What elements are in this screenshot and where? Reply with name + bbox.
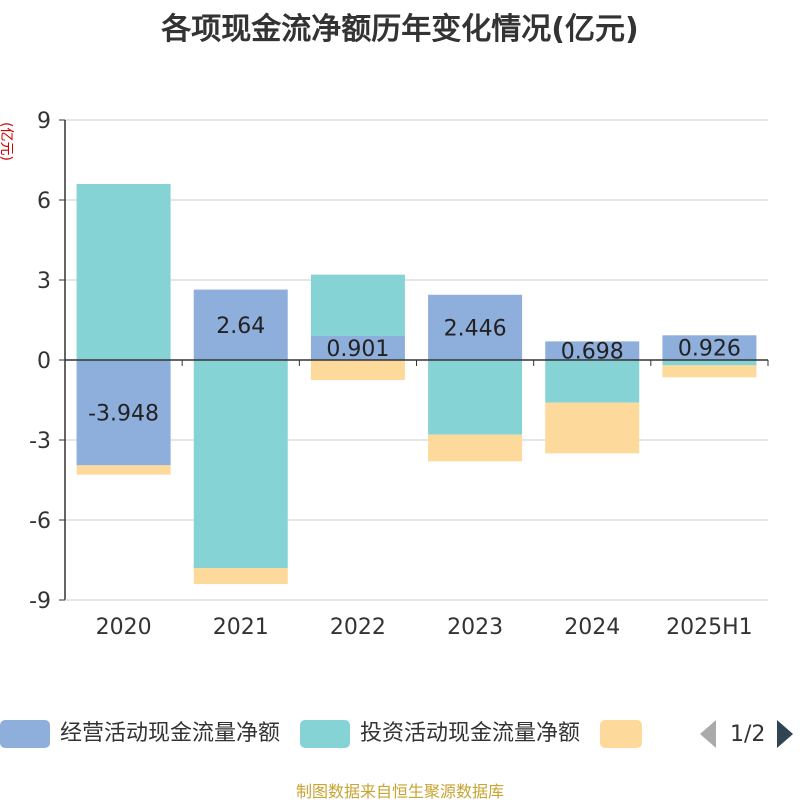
legend-next-icon[interactable] xyxy=(777,720,794,748)
x-tick-label: 2021 xyxy=(213,615,269,640)
data-label: 0.901 xyxy=(326,337,389,362)
legend-pager: 1/2 xyxy=(700,716,794,752)
y-axis-label: (亿元) xyxy=(0,122,14,161)
y-tick-label: -3 xyxy=(29,429,51,454)
legend-prev-icon[interactable] xyxy=(700,720,716,748)
data-label: 2.64 xyxy=(216,314,265,339)
bar-series1 xyxy=(545,360,640,403)
bar-series0 xyxy=(428,294,523,360)
bar-series0 xyxy=(310,335,405,360)
bar-series2 xyxy=(193,568,288,584)
legend-label-investing: 投资活动现金流量净额 xyxy=(360,721,581,746)
y-tick-label: 0 xyxy=(37,349,51,374)
legend-item-third[interactable] xyxy=(600,720,652,748)
legend-swatch-third xyxy=(600,720,643,748)
legend-swatch-operating xyxy=(0,720,50,748)
bar-series0 xyxy=(662,335,757,360)
x-tick-label: 2023 xyxy=(447,615,503,640)
data-label: -3.948 xyxy=(88,402,159,427)
bar-series2 xyxy=(545,402,640,454)
legend: 经营活动现金流量净额 投资活动现金流量净额 1/2 xyxy=(0,716,800,752)
y-tick-label: -6 xyxy=(29,509,51,534)
bar-series2 xyxy=(310,360,405,380)
x-tick-label: 2020 xyxy=(96,615,152,640)
x-tick-label: 2024 xyxy=(564,615,620,640)
bar-series1 xyxy=(193,360,288,568)
data-label: 2.446 xyxy=(444,316,507,341)
x-tick-label: 2022 xyxy=(330,615,386,640)
data-source-note: 制图数据来自恒生聚源数据库 xyxy=(295,782,504,801)
y-tick-label: 9 xyxy=(37,109,51,134)
bar-series1 xyxy=(428,360,523,435)
y-tick-label: -9 xyxy=(29,589,51,614)
bar-series1 xyxy=(662,360,757,366)
legend-page-indicator: 1/2 xyxy=(730,721,766,747)
bar-series1 xyxy=(310,274,405,336)
bar-series2 xyxy=(76,465,171,475)
bar-series0 xyxy=(545,341,640,360)
legend-label-operating: 经营活动现金流量净额 xyxy=(60,721,281,746)
y-tick-label: 6 xyxy=(37,189,51,214)
bar-series2 xyxy=(662,365,757,378)
bar-series1 xyxy=(76,184,171,360)
bar-series0 xyxy=(76,360,171,466)
x-tick-label: 2025H1 xyxy=(666,615,753,640)
bar-series2 xyxy=(428,434,523,462)
bar-series0 xyxy=(193,289,288,360)
chart-title: 各项现金流净额历年变化情况(亿元) xyxy=(161,12,639,47)
legend-item-investing[interactable]: 投资活动现金流量净额 xyxy=(300,720,580,748)
y-tick-label: 3 xyxy=(37,269,51,294)
data-label: 0.926 xyxy=(678,337,741,362)
legend-swatch-investing xyxy=(300,720,351,748)
legend-item-operating[interactable]: 经营活动现金流量净额 xyxy=(0,720,280,748)
